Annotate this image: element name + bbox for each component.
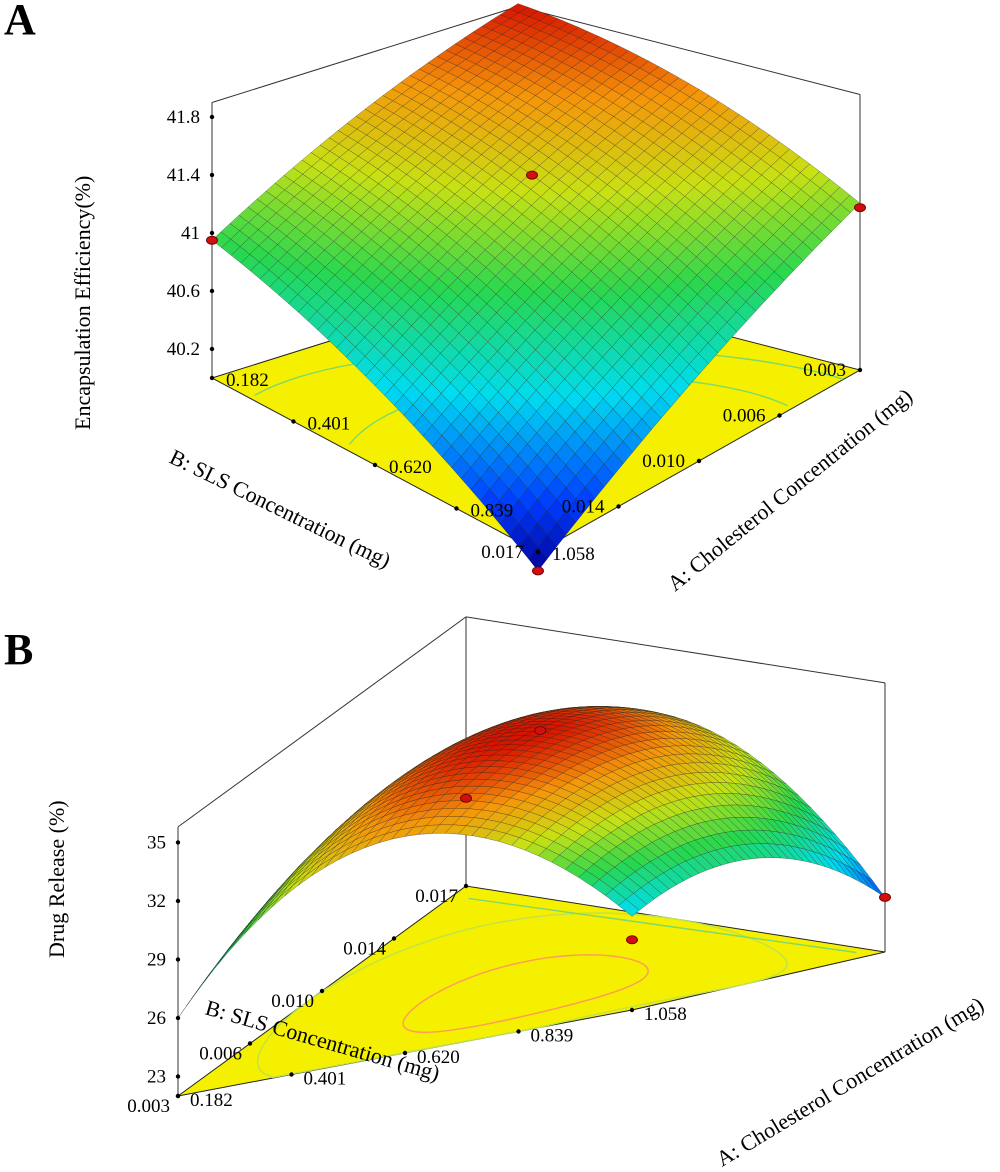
design-point [879,892,891,902]
y-axis-title-a: B: SLS Concentration (mg) [166,444,395,573]
z-tick-mark [175,1074,181,1079]
panel-letter-b: B [4,625,33,674]
z-tick-label: 41 [181,223,200,244]
y-tick-label: 0.014 [562,497,605,518]
box-edge [517,6,861,95]
x-tick-label: 1.058 [552,544,595,565]
y-tick-label: 0.003 [803,360,846,381]
design-points-a [206,170,866,576]
x-axis-title-b: A: Cholesterol Concentration (mg) [712,992,988,1172]
axis-ticks-b: 23 26 29 32 35 0.003 0.006 0.010 0.014 0.017 0.182… [127,833,687,1118]
surface-cell [239,911,262,938]
z-tick-label: 40.2 [167,339,200,360]
design-point [532,566,544,576]
design-point [626,935,638,945]
box-edge [211,6,519,103]
box-edge [177,616,467,828]
y-tick-mark [463,883,469,889]
contour-line [402,954,649,1034]
z-tick-label: 26 [147,1008,166,1029]
x-tick-label: 0.839 [531,1026,574,1047]
panel-a: A 40.2 40.6 41 41.4 41.8 0.003 0.006 0.010 0.014… [4,0,917,596]
design-point [206,235,218,245]
y-tick-label: 0.006 [199,1044,242,1065]
design-points-b [460,726,891,945]
x-tick-label: 0.401 [304,1069,347,1090]
x-tick-mark [454,506,459,511]
x-tick-label: 0.839 [471,501,514,522]
y-tick-label: 0.006 [723,406,766,427]
z-tick-label: 41.4 [167,165,201,186]
z-tick-mark [209,114,215,120]
x-tick-mark [516,1029,521,1034]
y-tick-mark [857,367,863,373]
y-tick-label: 0.014 [343,939,386,960]
surface-cell [231,922,254,949]
z-tick-mark [175,840,181,845]
z-tick-label: 35 [147,833,166,854]
y-tick-mark [616,504,621,509]
z-tick-mark [175,898,181,904]
y-tick-label: 0.010 [271,991,314,1012]
surface-plot-b: B 23 26 29 32 35 0.003 0.006 0.010 0.014 0.017 0.1… [4,616,988,1172]
y-tick-mark [319,988,325,994]
z-tick-mark [209,172,215,178]
z-tick-label: 29 [147,950,166,971]
x-tick-label: 0.401 [308,414,351,435]
x-tick-mark [535,549,541,555]
axis-ticks-a: 40.2 40.6 41 41.4 41.8 0.003 0.006 0.010 0.014 0.… [167,107,863,565]
design-point [534,726,547,736]
y-tick-mark [391,936,397,941]
x-tick-mark [291,419,296,424]
z-tick-label: 40.6 [167,281,200,302]
z-tick-mark [209,230,215,236]
z-tick-mark [175,1015,181,1021]
surface-cell [217,936,240,965]
z-tick-label: 32 [147,891,166,912]
z-tick-mark [209,346,215,352]
y-tick-label: 0.003 [127,1096,170,1117]
response-surface-b [177,706,886,1019]
x-tick-label: 0.620 [389,457,432,478]
y-tick-mark [247,1041,253,1046]
y-tick-mark [777,413,782,418]
x-tick-mark [175,1093,181,1099]
x-tick-mark [209,375,215,381]
z-tick-label: 23 [147,1067,166,1088]
contour-floor-b [177,885,886,1097]
y-tick-mark [696,458,702,464]
x-tick-mark [289,1072,294,1077]
x-tick-mark [629,1007,635,1013]
surface-cell [266,886,289,910]
surface-cell [244,908,267,934]
y-tick-label: 0.010 [642,451,685,472]
panel-b: B 23 26 29 32 35 0.003 0.006 0.010 0.014 0.017 0.1… [0,600,1000,1172]
contour-line [256,912,788,1079]
z-tick-mark [175,957,181,962]
y-tick-label: 0.017 [481,542,524,563]
box-edge [465,616,886,684]
x-tick-mark [402,1050,408,1056]
design-point [526,170,538,180]
contour-line [468,897,857,954]
x-tick-label: 1.058 [644,1004,687,1025]
y-tick-label: 0.017 [415,886,458,907]
z-axis-title-a: Encapsulation Efficiency(%) [70,176,95,430]
x-tick-mark [372,462,378,468]
response-surface-a [211,3,861,572]
z-tick-label: 41.8 [167,107,200,128]
x-tick-label: 0.620 [417,1047,460,1068]
design-point [854,203,866,213]
surface-plot-a: A 40.2 40.6 41 41.4 41.8 0.003 0.006 0.010 0.014… [4,0,917,596]
x-tick-label: 0.182 [226,370,269,391]
surface-cell [252,898,275,923]
x-tick-label: 0.182 [190,1090,233,1111]
surface-cell [618,899,640,917]
design-point [460,793,472,803]
panel-letter-a: A [4,0,36,44]
z-tick-mark [209,288,215,294]
z-axis-title-b: Drug Release (%) [44,800,69,958]
